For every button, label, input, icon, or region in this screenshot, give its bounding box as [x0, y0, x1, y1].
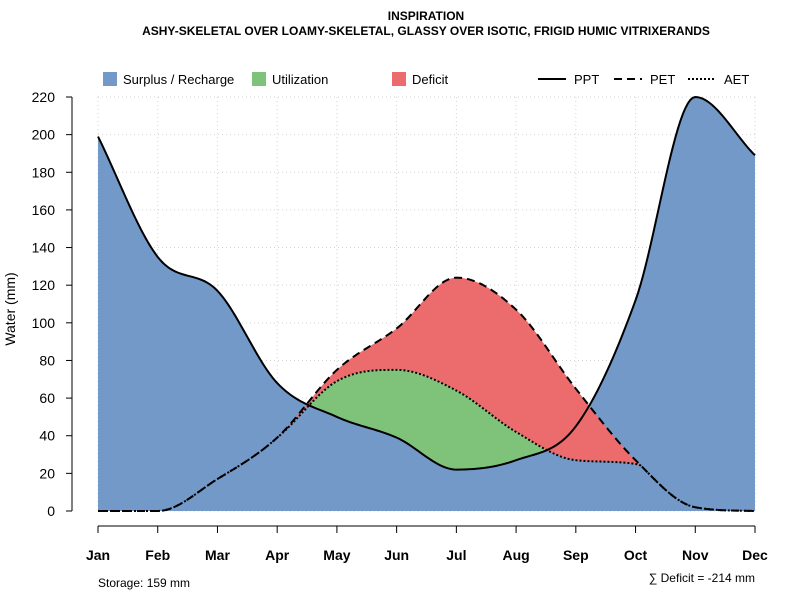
line-ppt [97, 95, 756, 471]
y-tick-label: 80 [39, 352, 55, 368]
y-tick-label: 60 [39, 390, 55, 406]
x-tick-label-jun: Jun [384, 547, 409, 563]
x-tick-label-feb: Feb [145, 547, 170, 563]
x-tick-label-nov: Nov [682, 547, 709, 563]
y-tick-label: 140 [32, 240, 56, 256]
chart-subtitle: ASHY-SKELETAL OVER LOAMY-SKELETAL, GLASS… [142, 24, 710, 38]
x-tick-label-oct: Oct [624, 547, 648, 563]
legend: Surplus / Recharge Utilization Deficit PPT P… [103, 72, 749, 87]
y-tick-label: 20 [39, 465, 55, 481]
storage-annotation: Storage: 159 mm [98, 576, 190, 590]
y-tick-label: 160 [32, 202, 56, 218]
x-tick-label-aug: Aug [502, 547, 529, 563]
x-tick-label-dec: Dec [742, 547, 768, 563]
x-tick-label-may: May [323, 547, 350, 563]
y-tick-label: 0 [47, 503, 55, 519]
legend-label: Surplus / Recharge [123, 72, 234, 87]
line-aet [98, 368, 756, 512]
legend-label: PET [650, 72, 675, 87]
x-tick-label-apr: Apr [265, 547, 290, 563]
y-tick-label: 180 [32, 164, 56, 180]
legend-label: Utilization [272, 72, 328, 87]
y-tick-label: 120 [32, 277, 56, 293]
legend-swatch-surplus-recharge [103, 72, 117, 86]
chart-title: INSPIRATION [388, 9, 464, 23]
deficit-annotation: ∑ Deficit = -214 mm [649, 571, 755, 585]
surplus-area [98, 97, 755, 511]
x-tick-label-sep: Sep [563, 547, 589, 563]
legend-label: AET [724, 72, 749, 87]
legend-swatch-utilization [252, 72, 266, 86]
y-tick-label: 220 [32, 89, 56, 105]
x-tick-label-mar: Mar [205, 547, 230, 563]
y-axis-label: Water (mm) [2, 272, 18, 345]
utilization-area [98, 97, 755, 470]
legend-label: Deficit [412, 72, 449, 87]
legend-swatch-deficit [392, 72, 406, 86]
area-fills [98, 97, 755, 511]
x-tick-label-jan: Jan [86, 547, 110, 563]
y-tick-label: 100 [32, 315, 56, 331]
series-lines [97, 95, 756, 512]
legend-label: PPT [574, 72, 599, 87]
y-tick-label: 40 [39, 428, 55, 444]
x-tick-label-jul: Jul [446, 547, 466, 563]
axes: 0 20 40 60 80 100 120 140 160 180 200 220 Jan Feb Mar A… [32, 89, 768, 563]
deficit-area [98, 277, 755, 511]
y-tick-label: 200 [32, 127, 56, 143]
